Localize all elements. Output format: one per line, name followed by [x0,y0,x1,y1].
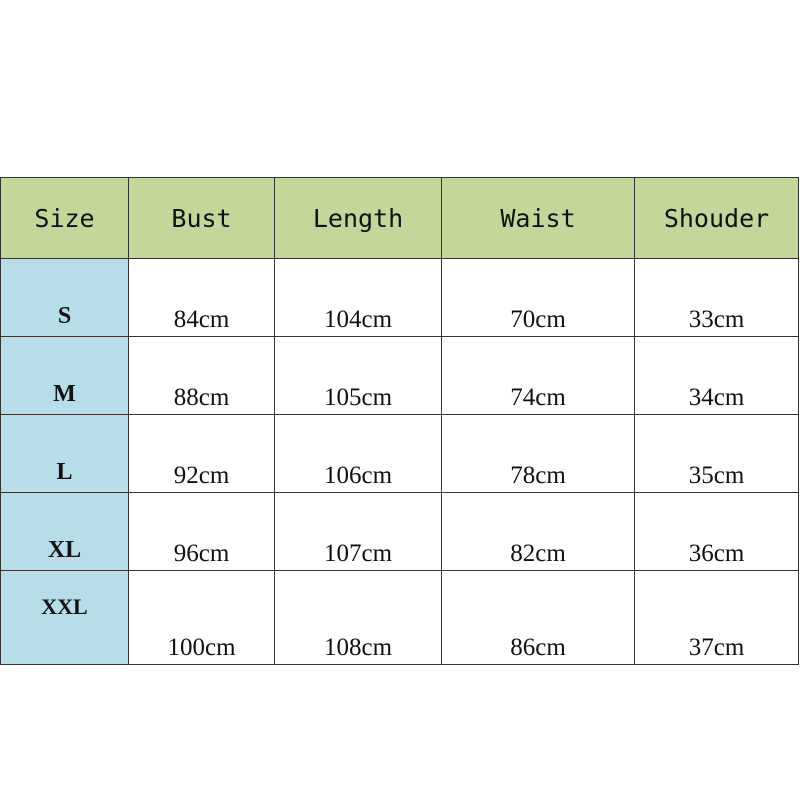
waist-cell: 82cm [441,492,635,571]
size-cell: XL [0,492,129,571]
waist-cell: 78cm [441,414,635,493]
header-size: Size [0,177,129,259]
shoulder-cell: 34cm [634,336,799,415]
header-shoulder: Shouder [634,177,799,259]
size-cell: M [0,336,129,415]
bust-cell: 100cm [128,570,275,665]
shoulder-cell: 35cm [634,414,799,493]
shoulder-cell: 36cm [634,492,799,571]
bust-cell: 84cm [128,258,275,337]
waist-cell: 86cm [441,570,635,665]
shoulder-cell: 33cm [634,258,799,337]
table-row: L 92cm 106cm 78cm 35cm [0,414,799,493]
table-row: XXL 100cm 108cm 86cm 37cm [0,570,799,665]
length-cell: 104cm [274,258,442,337]
table-row: XL 96cm 107cm 82cm 36cm [0,492,799,571]
header-waist: Waist [441,177,635,259]
length-cell: 106cm [274,414,442,493]
length-cell: 107cm [274,492,442,571]
table-row: M 88cm 105cm 74cm 34cm [0,336,799,415]
waist-cell: 70cm [441,258,635,337]
bust-cell: 96cm [128,492,275,571]
length-cell: 105cm [274,336,442,415]
header-row: Size Bust Length Waist Shouder [0,177,799,259]
shoulder-cell: 37cm [634,570,799,665]
header-bust: Bust [128,177,275,259]
bust-cell: 88cm [128,336,275,415]
size-cell: L [0,414,129,493]
length-cell: 108cm [274,570,442,665]
size-cell: S [0,258,129,337]
header-length: Length [274,177,442,259]
table-row: S 84cm 104cm 70cm 33cm [0,258,799,337]
size-chart-table: Size Bust Length Waist Shouder S 84cm 10… [0,177,799,665]
waist-cell: 74cm [441,336,635,415]
bust-cell: 92cm [128,414,275,493]
size-cell: XXL [0,570,129,665]
